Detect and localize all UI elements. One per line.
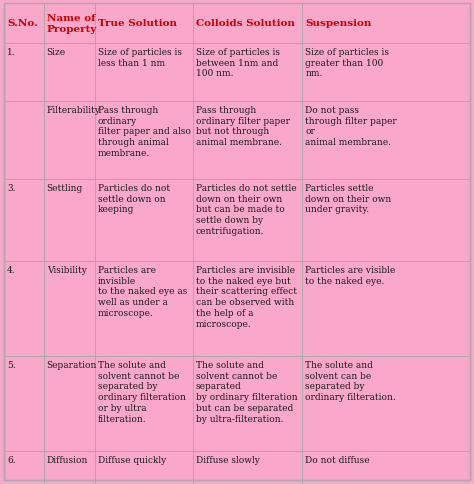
Text: Name of
Property: Name of Property (46, 14, 97, 33)
Text: Filterability: Filterability (46, 106, 100, 115)
Text: S.No.: S.No. (7, 19, 38, 29)
Text: Particles settle
down on their own
under gravity.: Particles settle down on their own under… (305, 183, 392, 214)
Text: Do not pass
through filter paper
or
animal membrane.: Do not pass through filter paper or anim… (305, 106, 397, 147)
Text: True Solution: True Solution (98, 19, 177, 29)
Text: Particles do not
settle down on
keeping: Particles do not settle down on keeping (98, 183, 170, 214)
Text: 5.: 5. (7, 360, 16, 369)
Text: Diffuse slowly: Diffuse slowly (196, 455, 260, 464)
Text: Colloids Solution: Colloids Solution (196, 19, 295, 29)
Text: 1.: 1. (7, 48, 16, 57)
Text: Do not diffuse: Do not diffuse (305, 455, 370, 464)
Text: 4.: 4. (7, 265, 16, 274)
Text: Separation: Separation (46, 360, 97, 369)
Text: Particles are
invisible
to the naked eye as
well as under a
microscope.: Particles are invisible to the naked eye… (98, 265, 187, 318)
Text: Particles are invisible
to the naked eye but
their scattering effect
can be obse: Particles are invisible to the naked eye… (196, 265, 297, 328)
Text: Pass through
ordinary
filter paper and also
through animal
membrane.: Pass through ordinary filter paper and a… (98, 106, 191, 158)
Text: Settling: Settling (46, 183, 83, 193)
Text: The solute and
solvent cannot be
separated
by ordinary filteration
but can be se: The solute and solvent cannot be separat… (196, 360, 297, 423)
Text: Suspension: Suspension (305, 19, 372, 29)
Text: Size of particles is
between 1nm and
100 nm.: Size of particles is between 1nm and 100… (196, 48, 280, 78)
Text: Diffuse quickly: Diffuse quickly (98, 455, 166, 464)
Text: Particles are visible
to the naked eye.: Particles are visible to the naked eye. (305, 265, 395, 285)
Text: Size: Size (46, 48, 66, 57)
Text: 3.: 3. (7, 183, 16, 193)
Text: The solute and
solvent can be
separated by
ordinary filteration.: The solute and solvent can be separated … (305, 360, 396, 401)
Text: Visibility: Visibility (46, 265, 86, 274)
Text: Pass through
ordinary filter paper
but not through
animal membrane.: Pass through ordinary filter paper but n… (196, 106, 290, 147)
Text: Particles do not settle
down on their own
but can be made to
settle down by
cent: Particles do not settle down on their ow… (196, 183, 296, 236)
Text: Size of particles is
greater than 100
nm.: Size of particles is greater than 100 nm… (305, 48, 389, 78)
Text: Diffusion: Diffusion (46, 455, 88, 464)
Text: Size of particles is
less than 1 nm: Size of particles is less than 1 nm (98, 48, 182, 68)
Text: 6.: 6. (7, 455, 16, 464)
Text: The solute and
solvent cannot be
separated by
ordinary filteration
or by ultra
f: The solute and solvent cannot be separat… (98, 360, 186, 423)
